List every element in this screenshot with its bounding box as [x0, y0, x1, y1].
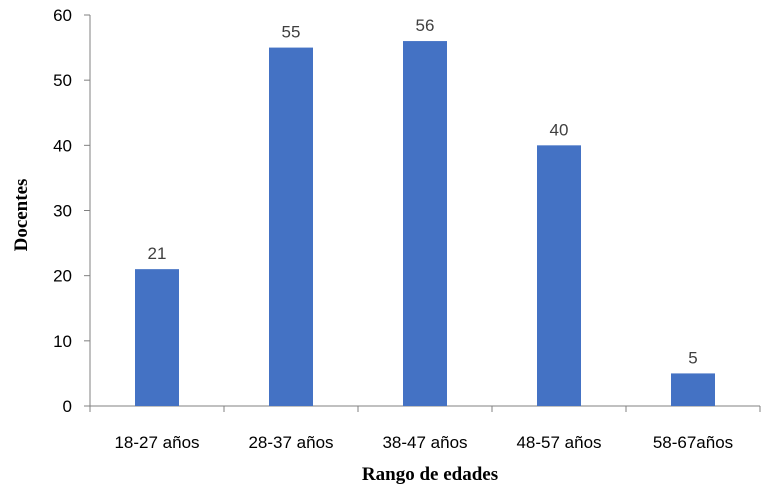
bar [537, 145, 581, 407]
data-label: 5 [688, 348, 697, 367]
y-tick-label: 50 [53, 71, 72, 90]
x-tick-label: 58-67años [653, 433, 733, 452]
y-tick-label: 20 [53, 267, 72, 286]
x-tick-label: 18-27 años [114, 433, 199, 452]
y-tick-label: 60 [53, 6, 72, 25]
bars [135, 41, 715, 407]
y-axis: 0 10 20 30 40 50 60 [53, 6, 91, 416]
data-labels: 21 55 56 40 5 [148, 16, 698, 367]
y-axis-title: Docentes [11, 179, 32, 252]
data-label: 21 [148, 244, 167, 263]
x-tick-label: 48-57 años [516, 433, 601, 452]
x-tick-label: 28-37 años [248, 433, 333, 452]
data-label: 55 [282, 23, 301, 42]
x-tick-label: 38-47 años [382, 433, 467, 452]
y-tick-label: 30 [53, 202, 72, 221]
x-axis: 18-27 años 28-37 años 38-47 años 48-57 años… [89, 405, 761, 452]
data-label: 56 [416, 16, 435, 35]
data-label: 40 [550, 120, 569, 139]
y-tick-label: 40 [53, 136, 72, 155]
bar [671, 373, 715, 406]
bar [135, 269, 179, 406]
bar [269, 47, 313, 406]
y-tick-label: 10 [53, 332, 72, 351]
x-axis-title: Rango de edades [362, 464, 498, 485]
bar [403, 41, 447, 407]
y-tick-label: 0 [63, 397, 72, 416]
